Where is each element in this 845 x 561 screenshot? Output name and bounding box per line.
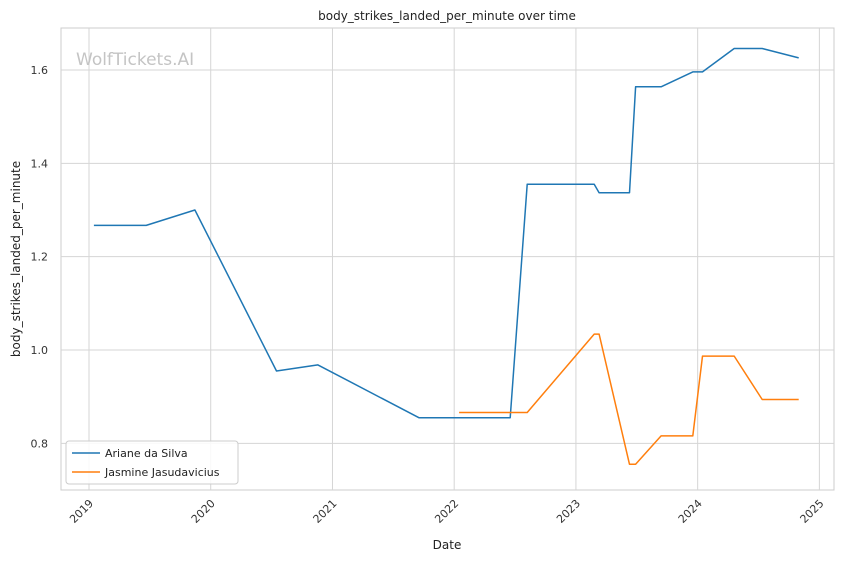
x-axis-title: Date — [433, 538, 462, 552]
legend-label-jasmine-jasudavicius: Jasmine Jasudavicius — [104, 466, 220, 479]
y-tick-label: 1.0 — [31, 344, 49, 357]
watermark-text: WolfTickets.AI — [76, 50, 194, 70]
legend-box — [65, 440, 239, 485]
legend-label-ariane-da-silva: Ariane da Silva — [105, 447, 188, 460]
series-lines — [93, 47, 799, 466]
y-tick-label: 0.8 — [31, 437, 49, 450]
legend: Ariane da Silva Jasmine Jasudavicius — [65, 440, 239, 485]
y-tick-label: 1.6 — [31, 64, 49, 77]
y-tick-label: 1.4 — [31, 157, 49, 170]
plot-area — [60, 27, 835, 491]
series-line-ariane-da-silva — [93, 47, 799, 419]
y-axis-title: body_strikes_landed_per_minute — [9, 161, 23, 357]
series-line-jasmine-jasudavicius — [459, 333, 799, 466]
chart-title: body_strikes_landed_per_minute over time — [318, 9, 576, 23]
y-tick-label: 1.2 — [31, 251, 49, 264]
